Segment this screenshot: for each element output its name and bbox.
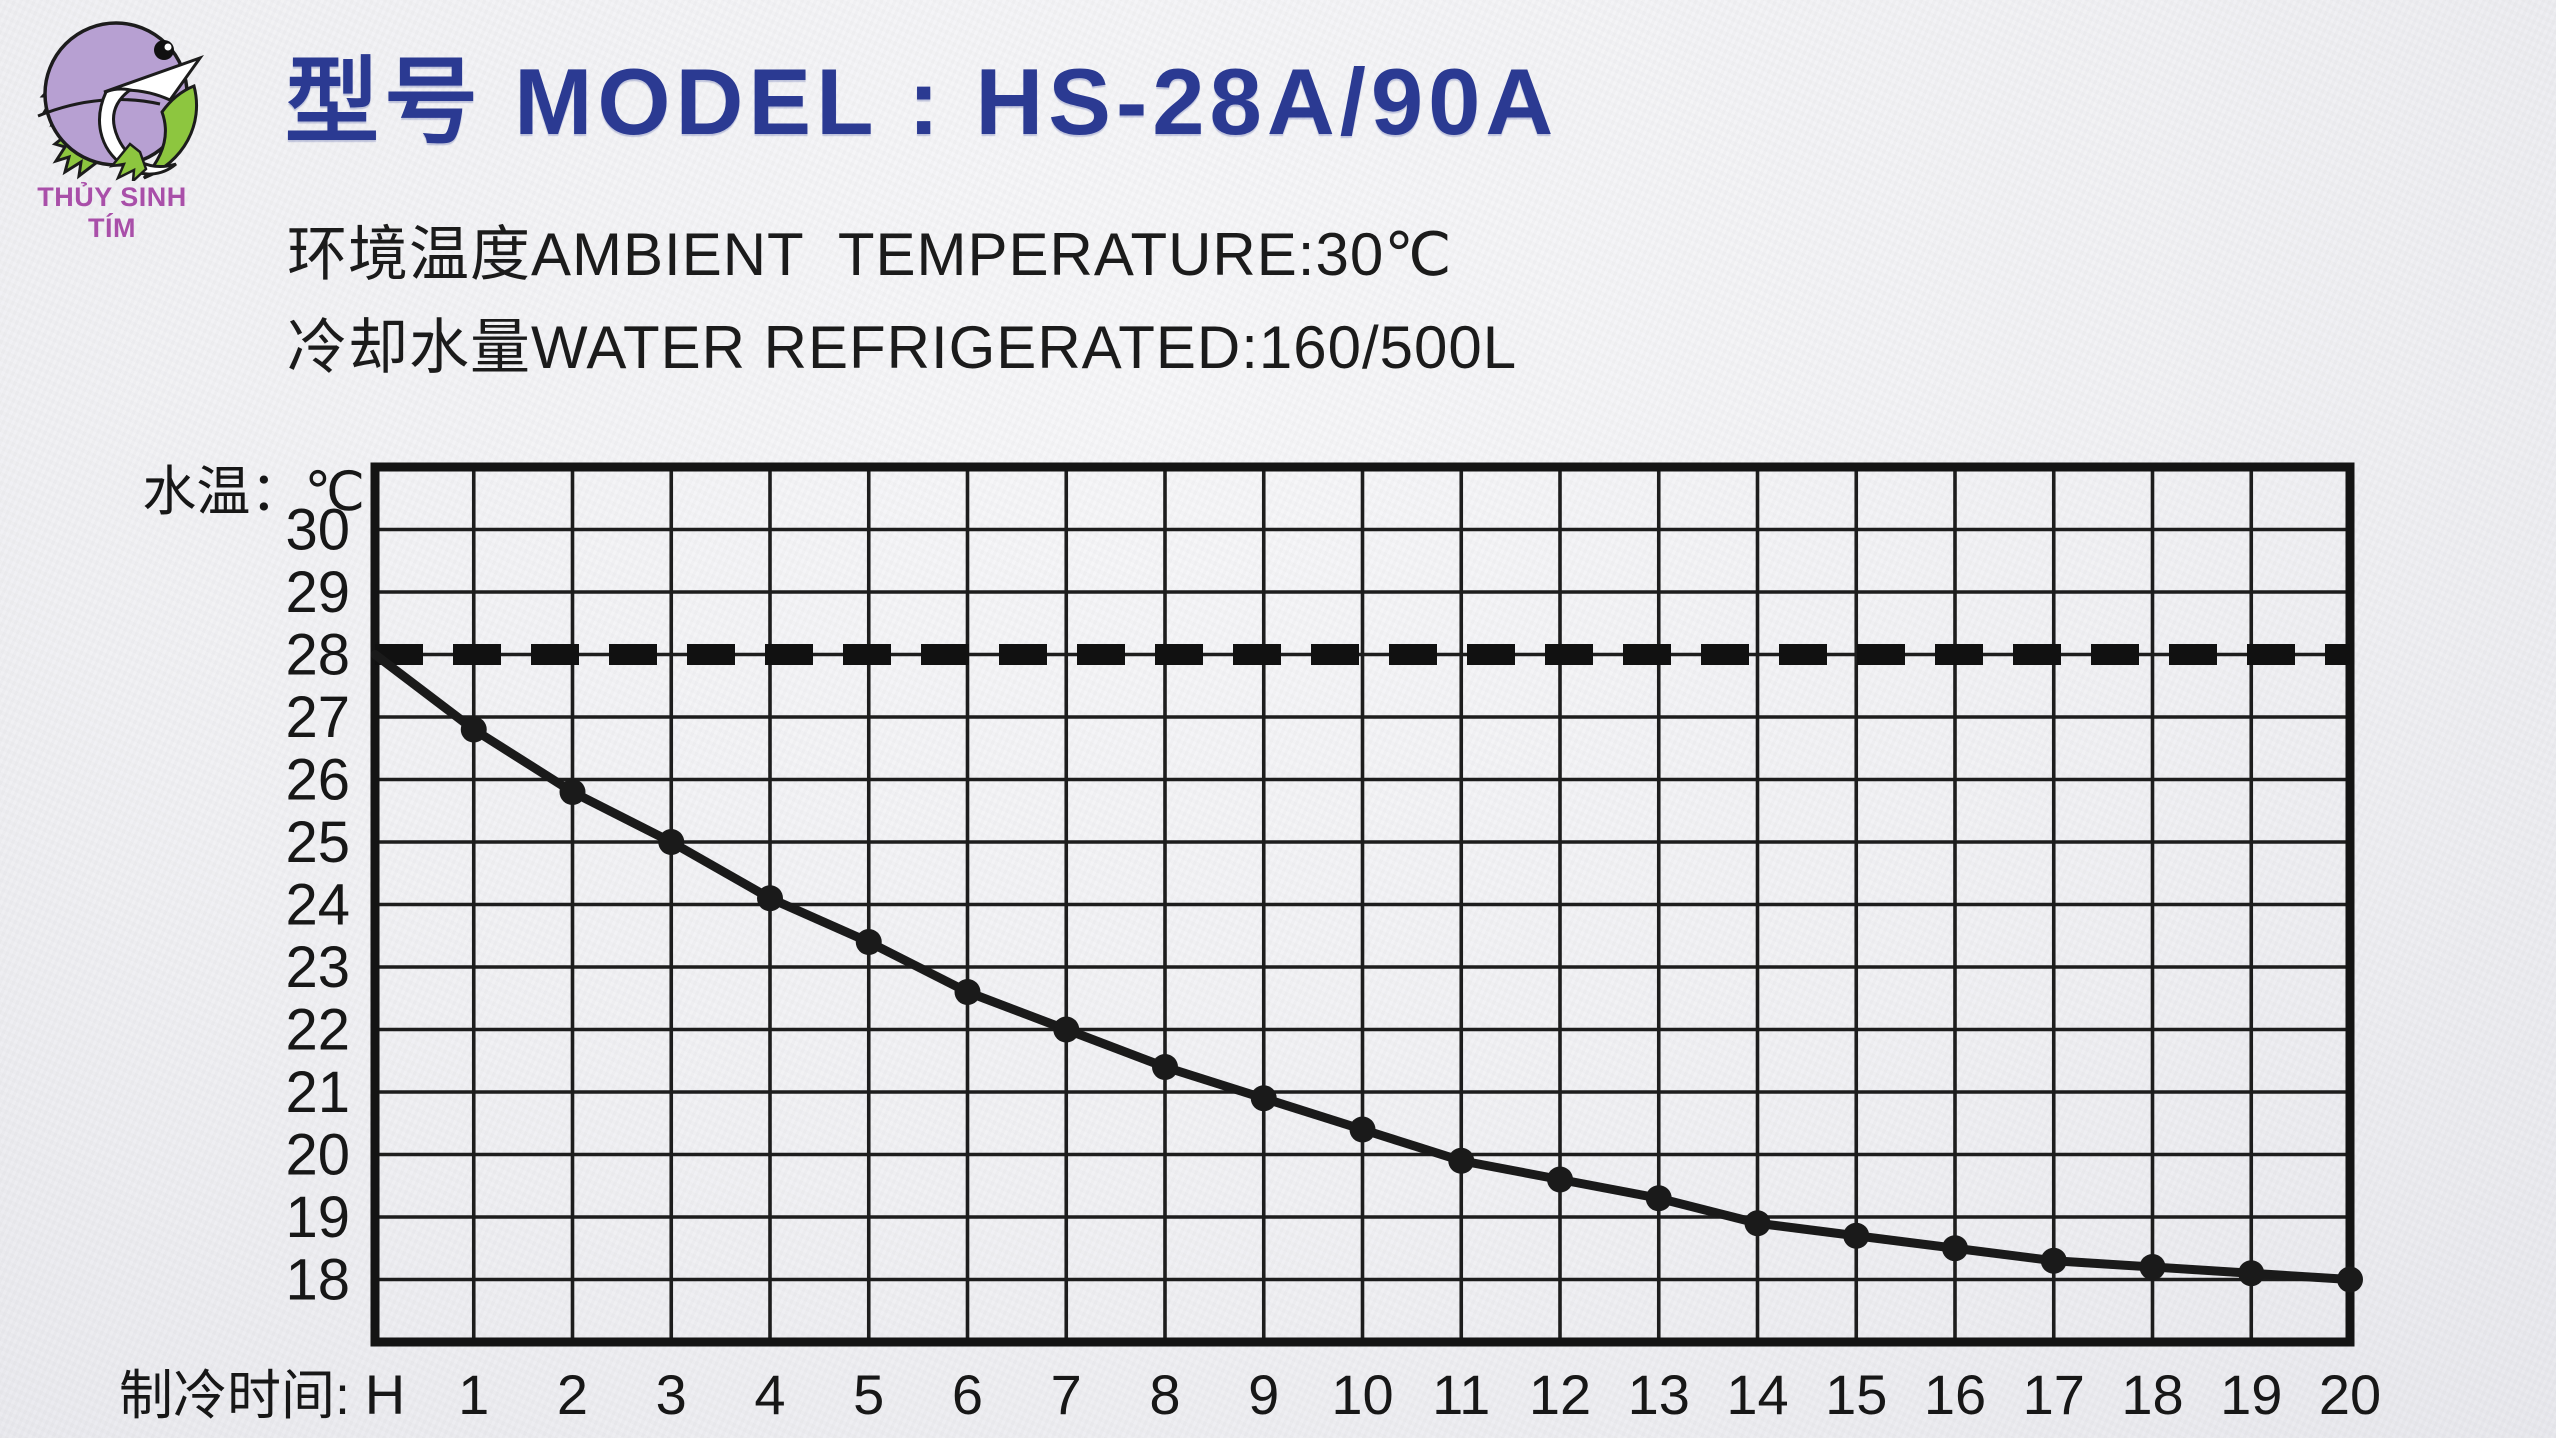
y-tick-label: 21 [285,1060,350,1125]
y-tick-label: 29 [285,560,350,625]
fish-tail-fin [142,83,199,180]
curve-point [460,716,487,743]
y-tick-label: 22 [285,998,350,1063]
y-tick-label: 27 [285,685,350,750]
curve-point [2040,1247,2067,1274]
curve-point [757,885,783,912]
x-tick-label: 9 [1248,1363,1279,1426]
x-tick-label: 13 [1628,1363,1690,1426]
x-origin-label: H [365,1363,405,1426]
curve-point [1053,1016,1080,1043]
curve-point [1448,1147,1475,1174]
x-tick-label: 10 [1331,1363,1393,1426]
ambient-temperature-line: 环境温度AMBIENT TEMPERATURE:30℃ [287,221,1453,288]
x-tick-label: 3 [656,1363,687,1426]
y-tick-label: 18 [285,1248,350,1313]
curve-point [1942,1235,1968,1262]
brand-logo: THỦY SINH TÍM [12,6,212,243]
y-axis-title: 水温：℃ [142,462,365,522]
fish-eye-highlight [164,43,172,51]
curve-point [2139,1254,2166,1280]
curve-point [855,929,882,955]
curve-point [2337,1266,2363,1293]
curve-point [1547,1166,1573,1193]
curve-point [658,829,685,855]
page-title: 型号 MODEL : HS-28A/90A [285,49,1559,154]
curve-point [1250,1085,1277,1112]
x-tick-label: 15 [1825,1363,1887,1426]
x-tick-label: 8 [1149,1363,1180,1426]
curve-point [1744,1210,1771,1237]
y-tick-label: 24 [285,873,350,938]
x-tick-label: 11 [1432,1363,1490,1426]
x-tick-label: 17 [2023,1363,2085,1426]
x-tick-label: 2 [557,1363,588,1426]
x-tick-label: 19 [2220,1363,2282,1426]
x-tick-label: 6 [952,1363,983,1426]
x-tick-label: 14 [1726,1363,1788,1426]
fish-inner-fin [108,142,148,181]
fish-belly [98,87,177,176]
x-tick-label: 16 [1924,1363,1986,1426]
purple-fish-logo-icon [37,21,204,181]
x-tick-label: 5 [853,1363,884,1426]
x-tick-label: 4 [754,1363,785,1426]
curve-point [954,979,981,1005]
y-tick-label: 20 [285,1123,350,1188]
curve-point [1349,1116,1376,1143]
y-tick-label: 28 [285,623,350,688]
x-tick-label: 20 [2319,1363,2381,1426]
x-axis-title: 制冷时间: [119,1366,350,1426]
x-tick-label: 1 [458,1363,489,1426]
y-tick-label: 23 [285,935,350,1000]
curve-point [1645,1185,1672,1212]
water-volume-line: 冷却水量WATER REFRIGERATED:160/500L [287,314,1518,381]
y-tick-label: 19 [285,1185,350,1250]
curve-point [1152,1054,1178,1080]
y-tick-label: 30 [285,498,350,563]
brand-name: THỦY SINH TÍM [37,182,187,243]
curve-point [1843,1222,1870,1249]
y-tick-label: 26 [285,748,350,813]
x-tick-label: 12 [1529,1363,1591,1426]
curve-point [559,779,586,805]
x-tick-label: 7 [1051,1363,1082,1426]
chart-border [370,462,2355,1347]
y-tick-label: 25 [285,810,350,875]
x-tick-label: 18 [2121,1363,2183,1426]
curve-point [2238,1260,2265,1287]
